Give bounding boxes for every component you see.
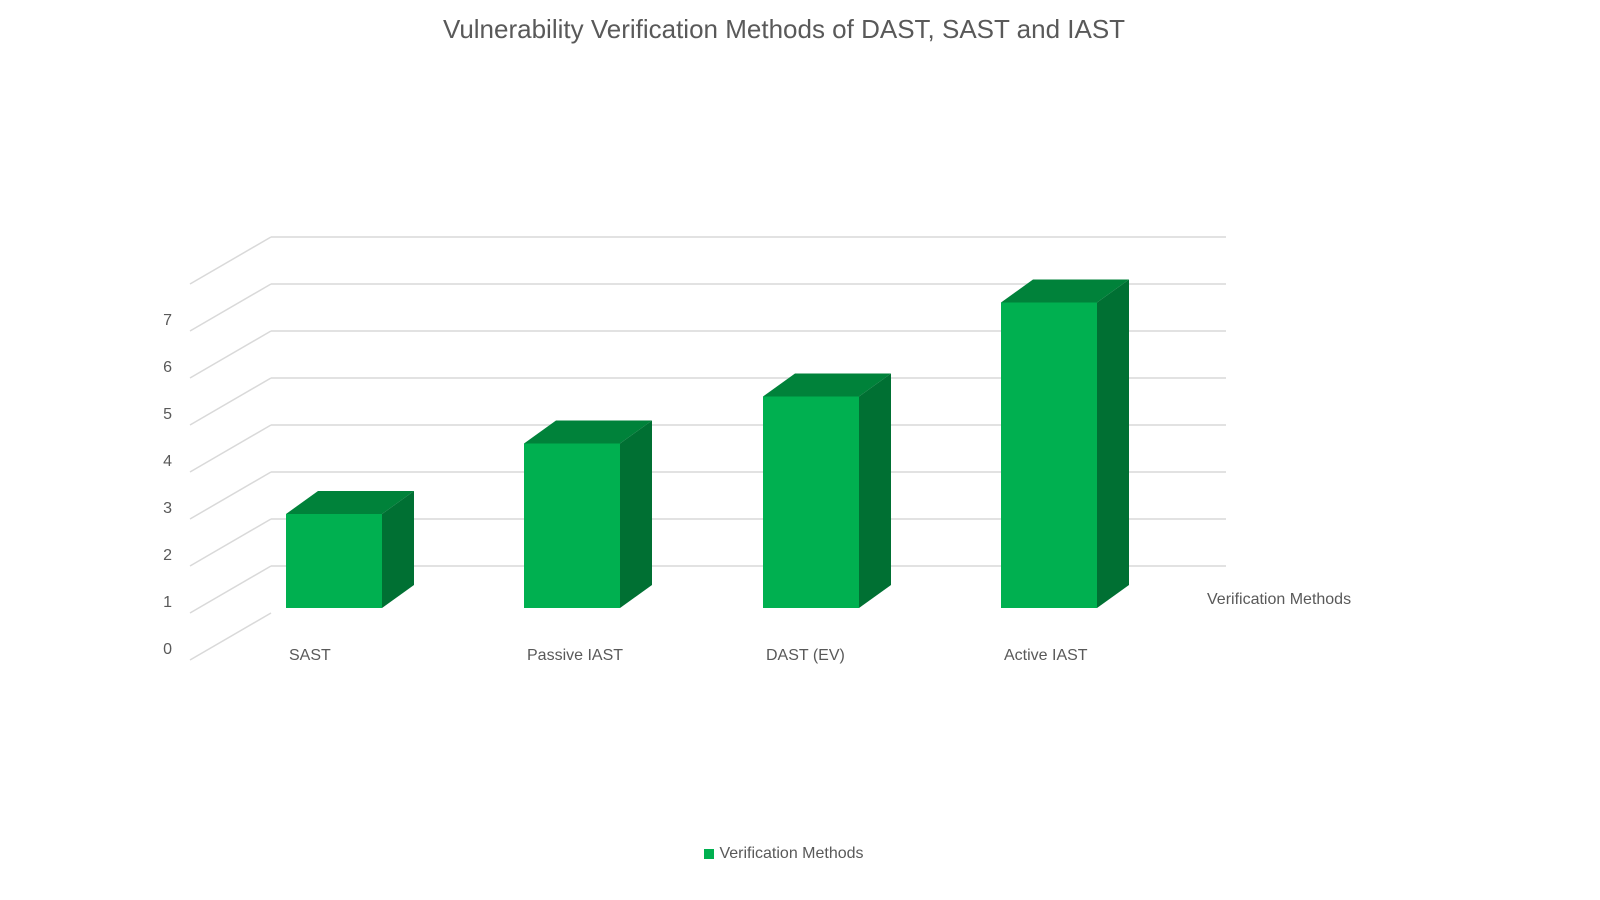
gridline-diagonal — [189, 330, 272, 379]
x-category-label: Active IAST — [1004, 647, 1088, 664]
bar-side-face — [859, 373, 891, 608]
y-tick-label: 1 — [163, 594, 172, 611]
y-tick-label: 2 — [163, 547, 172, 564]
legend: Verification Methods — [0, 845, 1568, 863]
y-tick-label: 6 — [163, 359, 172, 376]
bar-top-face — [1001, 279, 1129, 303]
bar-front-face — [763, 396, 859, 608]
gridline-diagonal — [189, 565, 272, 614]
y-tick-label: 4 — [163, 453, 172, 470]
x-category-label: DAST (EV) — [766, 647, 845, 664]
y-tick-label: 7 — [163, 312, 172, 329]
y-tick-label: 0 — [163, 641, 172, 658]
gridline-diagonal — [189, 518, 272, 567]
gridline-diagonal — [189, 471, 272, 520]
bar-front-face — [286, 514, 382, 608]
chart-title: Vulnerability Verification Methods of DA… — [442, 14, 1126, 44]
bar-side-face — [1097, 279, 1129, 608]
gridline-diagonal — [189, 377, 272, 426]
gridline-diagonal — [189, 612, 272, 661]
bar-top-face — [763, 373, 891, 397]
bar-side-face — [620, 420, 652, 608]
x-category-label: SAST — [289, 647, 331, 664]
gridline-diagonal — [189, 283, 272, 332]
depth-axis-label: Verification Methods — [1207, 591, 1351, 608]
bar-side-face — [382, 491, 414, 608]
gridline-diagonal — [189, 424, 272, 473]
bar-top-face — [524, 420, 652, 444]
gridline-diagonal — [189, 236, 272, 285]
legend-swatch — [704, 849, 715, 859]
y-tick-label: 5 — [163, 406, 172, 423]
legend-label: Verification Methods — [719, 845, 864, 862]
bar-front-face — [1001, 302, 1097, 608]
bar-top-face — [286, 491, 414, 514]
x-category-label: Passive IAST — [527, 647, 623, 664]
bar-front-face — [524, 443, 620, 608]
y-tick-label: 3 — [163, 500, 172, 517]
